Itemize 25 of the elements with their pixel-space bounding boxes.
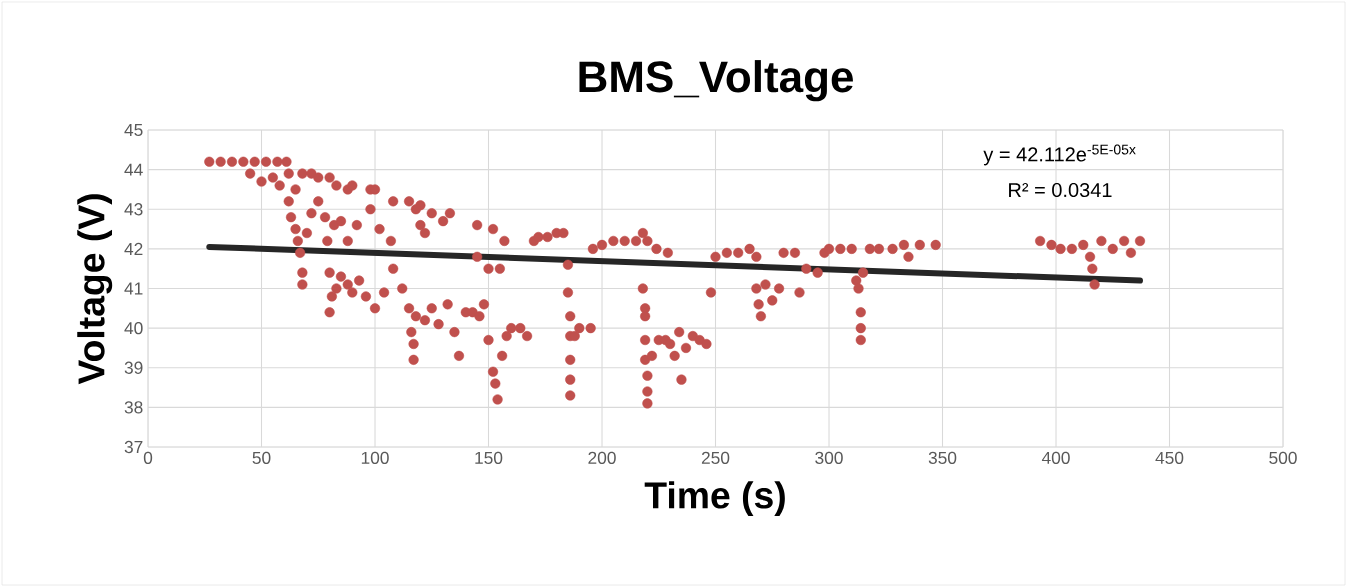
y-axis-title: Voltage (V) xyxy=(77,194,113,385)
x-tick-label: 400 xyxy=(1041,451,1070,464)
chart-title: BMS_Voltage xyxy=(579,60,853,102)
y-tick-label: 45 xyxy=(124,123,143,137)
annotation: R² = 0.0341 xyxy=(1009,182,1112,198)
x-tick-label: 50 xyxy=(252,451,271,464)
x-tick-label: 500 xyxy=(1269,451,1297,464)
annotation: y = 42.112e$^{-5E-05x}$ xyxy=(983,144,1136,166)
x-tick-label: 150 xyxy=(475,451,503,464)
y-tick-label: 40 xyxy=(124,321,143,335)
x-axis-title: Time (s) xyxy=(644,481,785,516)
y-tick-label: 38 xyxy=(124,401,143,414)
x-tick-label: 300 xyxy=(815,451,843,464)
x-tick-label: 100 xyxy=(361,451,389,464)
x-tick-label: 0 xyxy=(143,451,153,464)
x-tick-label: 450 xyxy=(1155,451,1184,464)
y-tick-label: 42 xyxy=(124,242,143,255)
y-tick-label: 37 xyxy=(124,440,143,454)
x-tick-label: 200 xyxy=(588,451,616,464)
y-tick-label: 44 xyxy=(124,163,143,176)
y-tick-label: 39 xyxy=(124,361,143,374)
x-tick-label: 250 xyxy=(701,451,730,464)
y-tick-label: 41 xyxy=(124,282,143,295)
y-tick-label: 43 xyxy=(124,203,143,216)
x-tick-label: 350 xyxy=(928,451,957,464)
